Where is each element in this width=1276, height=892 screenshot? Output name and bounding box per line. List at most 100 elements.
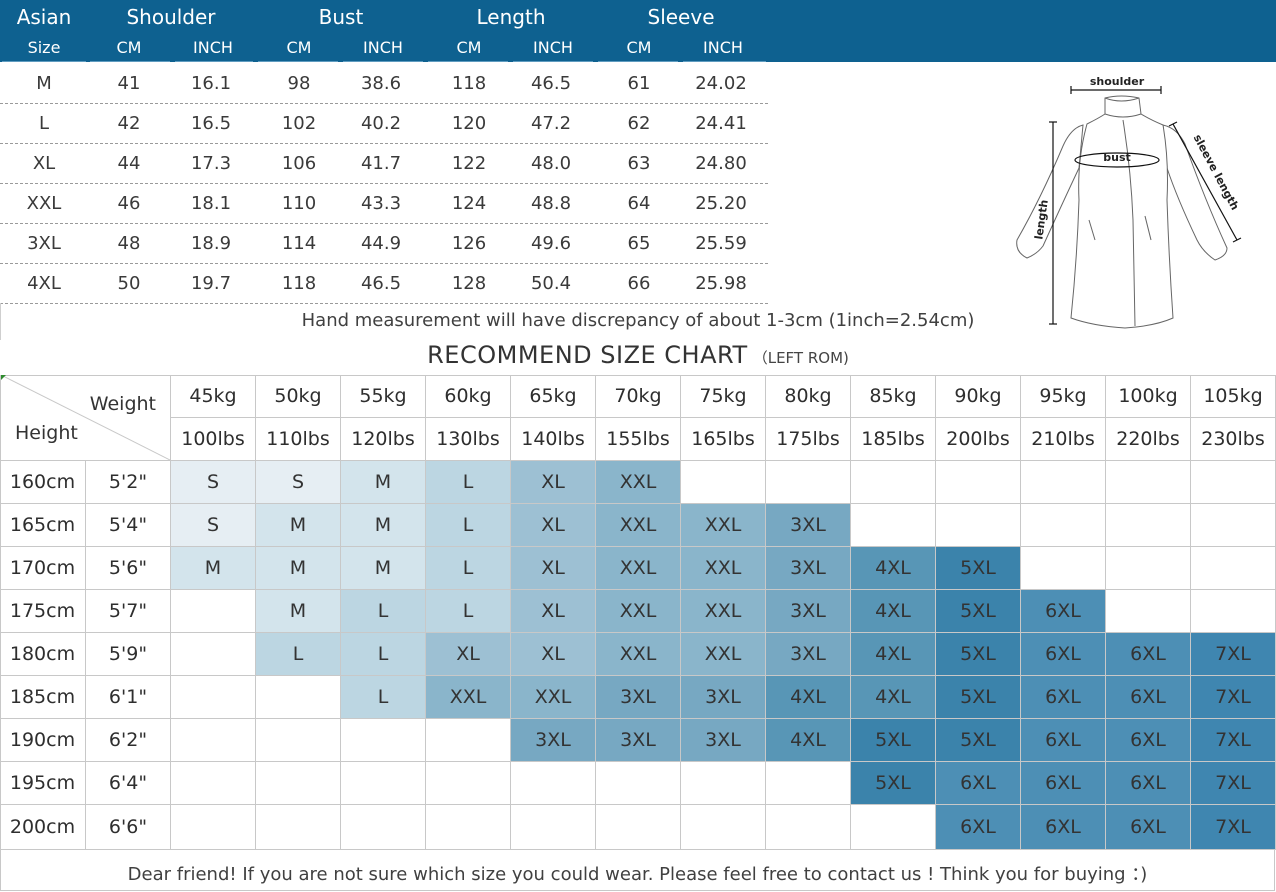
measurement-header: Asian Shoulder Bust Length Sleeve Size C… — [0, 0, 1276, 62]
size-cell: 5XL — [936, 590, 1021, 633]
height-cm-cell: 190cm — [0, 719, 86, 762]
size-cell: XXL — [426, 676, 511, 719]
height-cm-cell: 185cm — [0, 676, 86, 719]
weight-lbs-header: 140lbs — [511, 418, 596, 461]
measurement-value-cell: 25.20 — [695, 193, 747, 214]
size-cell: 3XL — [766, 547, 851, 590]
empty-cell — [1106, 547, 1191, 590]
measurement-value-cell: 124 — [451, 193, 487, 214]
header-bust: Bust — [318, 5, 364, 29]
empty-cell — [766, 461, 851, 504]
measurement-size-cell: 3XL — [27, 233, 61, 254]
empty-cell — [851, 805, 936, 850]
size-cell: 3XL — [766, 504, 851, 547]
measurement-value-cell: 65 — [627, 233, 651, 254]
size-cell: 4XL — [766, 676, 851, 719]
empty-cell — [256, 762, 341, 805]
height-ft-cell: 6'2" — [86, 719, 171, 762]
measurement-value-cell: 41 — [117, 73, 141, 94]
size-cell: 5XL — [936, 633, 1021, 676]
size-cell: XXL — [681, 590, 766, 633]
measurement-value-cell: 17.3 — [190, 153, 232, 174]
weight-kg-header: 90kg — [936, 375, 1021, 418]
size-cell: XL — [511, 504, 596, 547]
measurement-size-cell: M — [36, 73, 52, 94]
size-cell: XXL — [596, 504, 681, 547]
height-cm-cell: 165cm — [0, 504, 86, 547]
size-cell: 6XL — [1021, 762, 1106, 805]
measurement-row: XL 44 17.3 106 41.7 122 48.0 63 24.80 — [0, 143, 768, 184]
empty-cell — [766, 805, 851, 850]
empty-cell — [256, 719, 341, 762]
measurement-value-cell: 114 — [281, 233, 317, 254]
measurement-value-cell: 49.6 — [530, 233, 572, 254]
header-length-cm: CM — [456, 38, 482, 57]
measurement-value-cell: 61 — [627, 73, 651, 94]
empty-cell — [426, 719, 511, 762]
weight-lbs-header: 155lbs — [596, 418, 681, 461]
size-cell: S — [171, 504, 256, 547]
size-cell: 6XL — [1021, 719, 1106, 762]
measurement-value-cell: 40.2 — [360, 113, 402, 134]
weight-kg-header: 45kg — [171, 375, 256, 418]
weight-lbs-header: 110lbs — [256, 418, 341, 461]
empty-cell — [171, 719, 256, 762]
measurement-value-cell: 110 — [281, 193, 317, 214]
empty-cell — [171, 805, 256, 850]
height-cm-cell: 160cm — [0, 461, 86, 504]
measurement-value-cell: 50 — [117, 273, 141, 294]
empty-cell — [851, 461, 936, 504]
header-sleeve-cm: CM — [626, 38, 652, 57]
measurement-value-cell: 46.5 — [530, 73, 572, 94]
empty-cell — [1191, 461, 1276, 504]
size-cell: L — [426, 547, 511, 590]
measurement-value-cell: 102 — [281, 113, 317, 134]
size-cell: L — [341, 633, 426, 676]
empty-cell — [171, 676, 256, 719]
empty-cell — [171, 762, 256, 805]
empty-cell — [766, 762, 851, 805]
size-cell: M — [341, 504, 426, 547]
weight-lbs-header: 210lbs — [1021, 418, 1106, 461]
size-cell: XXL — [596, 633, 681, 676]
size-cell: 4XL — [851, 547, 936, 590]
weight-lbs-header: 220lbs — [1106, 418, 1191, 461]
size-cell: 3XL — [766, 633, 851, 676]
weight-kg-header: 55kg — [341, 375, 426, 418]
weight-lbs-header: 230lbs — [1191, 418, 1276, 461]
size-cell: 6XL — [1021, 676, 1106, 719]
weight-kg-header: 105kg — [1191, 375, 1276, 418]
coat-measurement-diagram: shoulder bust length sleeve length — [1016, 75, 1241, 329]
size-cell: 7XL — [1191, 676, 1276, 719]
size-cell: 4XL — [851, 633, 936, 676]
diagram-bust-label: bust — [1103, 151, 1131, 164]
size-cell: 3XL — [766, 590, 851, 633]
empty-cell — [341, 719, 426, 762]
measurement-value-cell: 48 — [117, 233, 141, 254]
header-shoulder-cm: CM — [116, 38, 142, 57]
height-cm-cell: 180cm — [0, 633, 86, 676]
height-ft-cell: 6'1" — [86, 676, 171, 719]
empty-cell — [1021, 504, 1106, 547]
measurement-value-cell: 42 — [117, 113, 141, 134]
grid-corner-header: Weight Height — [0, 375, 172, 461]
measurement-value-cell: 19.7 — [190, 273, 232, 294]
size-cell: 6XL — [936, 805, 1021, 850]
weight-lbs-header: 185lbs — [851, 418, 936, 461]
header-size: Size — [27, 38, 61, 57]
size-cell: M — [171, 547, 256, 590]
size-cell: XL — [511, 633, 596, 676]
size-cell: 6XL — [1106, 762, 1191, 805]
header-sleeve-inch: INCH — [703, 38, 743, 57]
chart-title: RECOMMEND SIZE CHART （LEFT ROM) — [0, 341, 1276, 375]
weight-kg-header: 85kg — [851, 375, 936, 418]
measurement-value-cell: 38.6 — [360, 73, 402, 94]
measurement-value-cell: 118 — [451, 73, 487, 94]
measurement-value-cell: 118 — [281, 273, 317, 294]
note-frame — [0, 303, 1276, 340]
size-cell: XXL — [511, 676, 596, 719]
empty-cell — [1106, 504, 1191, 547]
measurement-value-cell: 66 — [627, 273, 651, 294]
measurement-value-cell: 46.5 — [360, 273, 402, 294]
size-cell: 4XL — [851, 676, 936, 719]
